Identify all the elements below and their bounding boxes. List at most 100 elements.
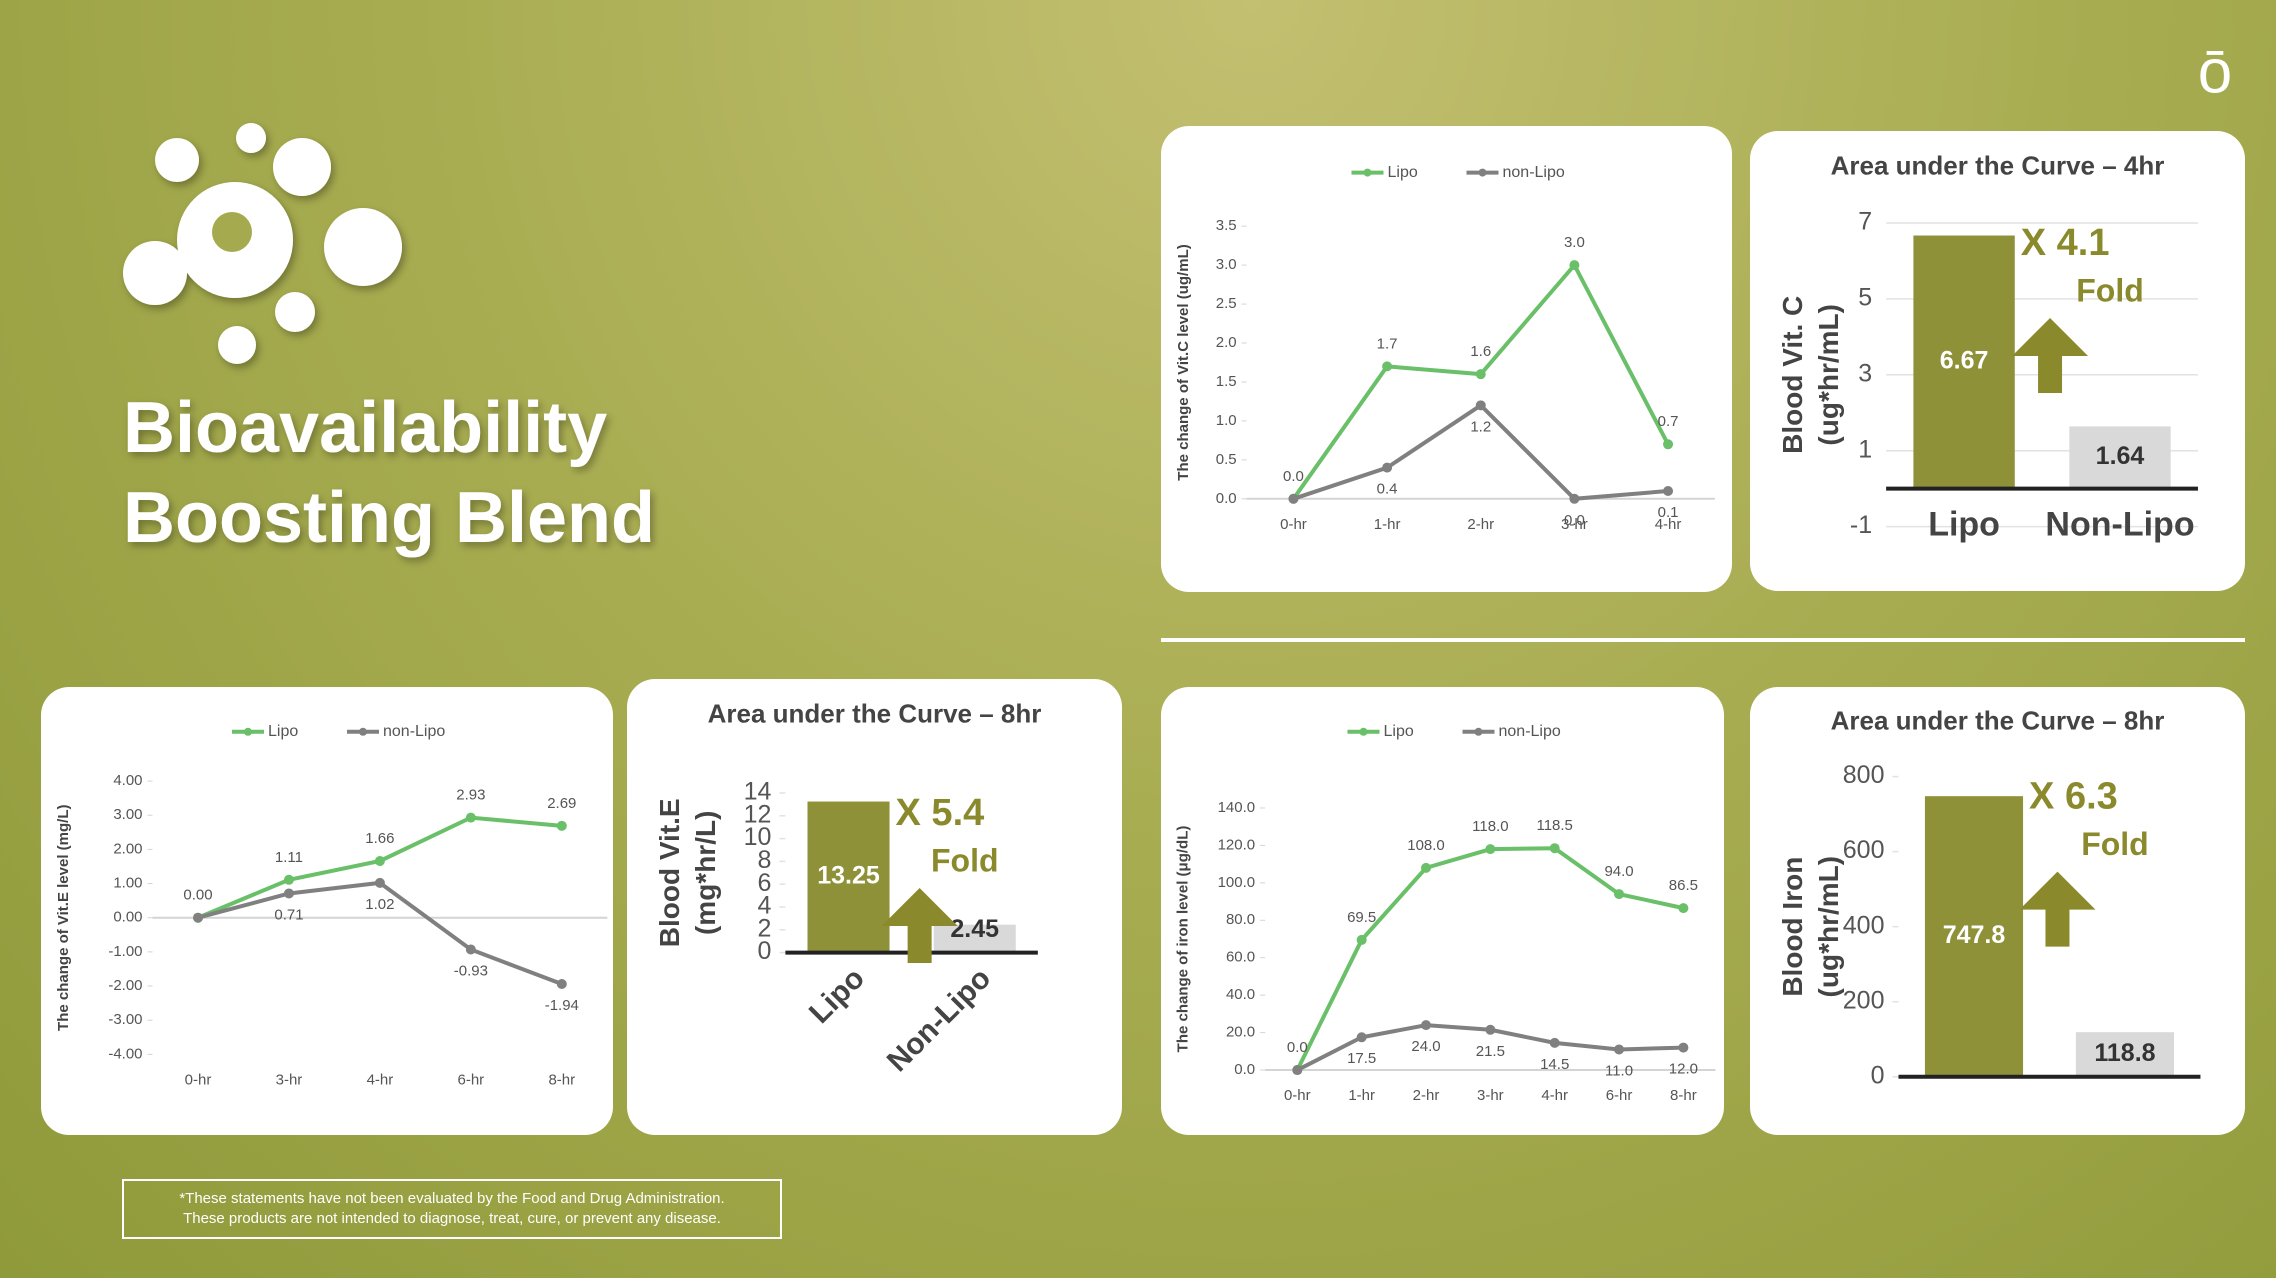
point bbox=[1663, 439, 1674, 450]
data-label: 11.0 bbox=[1605, 1062, 1633, 1079]
y-tick-label: 3 bbox=[1858, 359, 1872, 387]
y-tick-label: 12 bbox=[744, 800, 772, 828]
x-tick-label: 1-hr bbox=[1348, 1087, 1375, 1104]
y-axis-label: The change of Vit.E level (mg/L) bbox=[55, 805, 72, 1031]
y-axis-label: Blood Vit. C bbox=[1777, 296, 1808, 454]
chart-card: Area under the Curve – 8hr 0 200 400 600 800 B… bbox=[1750, 687, 2245, 1135]
y-axis-label: (ug*hr/mL) bbox=[1813, 304, 1844, 446]
data-label: 118.0 bbox=[1472, 818, 1508, 835]
point bbox=[1382, 462, 1393, 473]
point bbox=[1475, 369, 1486, 380]
bar bbox=[1913, 235, 2015, 489]
data-label: 14.5 bbox=[1540, 1056, 1569, 1073]
point bbox=[1485, 1024, 1496, 1035]
legend-marker bbox=[1359, 727, 1368, 736]
data-label: 86.5 bbox=[1669, 877, 1698, 894]
point bbox=[1421, 862, 1432, 873]
y-axis-label: The change of iron level (μg/dL) bbox=[1174, 826, 1191, 1053]
x-tick-label: 2-hr bbox=[1467, 516, 1494, 533]
point bbox=[1678, 1042, 1689, 1053]
point bbox=[465, 944, 476, 955]
data-label: 118.8 bbox=[2094, 1039, 2155, 1067]
legend-marker bbox=[1478, 168, 1487, 177]
data-label: 21.5 bbox=[1476, 1043, 1505, 1060]
chart-card: Area under the Curve – 4hr -1 1 3 5 7 Blood Vi… bbox=[1750, 131, 2245, 591]
y-tick-label: 200 bbox=[1843, 986, 1885, 1014]
legend-label: Lipo bbox=[268, 723, 298, 740]
data-label: 0.0 bbox=[1283, 468, 1304, 485]
y-tick-label: 40.0 bbox=[1226, 986, 1255, 1003]
y-tick-label: 800 bbox=[1843, 761, 1885, 789]
fold-label: Fold bbox=[2081, 826, 2149, 862]
logo-bubbles bbox=[123, 123, 402, 364]
data-label: 69.5 bbox=[1347, 909, 1376, 926]
y-tick-label: 6 bbox=[757, 869, 771, 897]
y-tick-label: -4.00 bbox=[108, 1045, 142, 1062]
point bbox=[1288, 493, 1299, 504]
point bbox=[283, 888, 294, 899]
data-label: 1.64 bbox=[2096, 442, 2145, 470]
y-tick-label: 4.00 bbox=[113, 772, 142, 789]
point bbox=[1614, 889, 1625, 900]
x-tick-label: 8-hr bbox=[1670, 1087, 1697, 1104]
x-tick-label: 4-hr bbox=[1541, 1087, 1568, 1104]
bar bbox=[2075, 1032, 2175, 1077]
data-label: -1.94 bbox=[545, 997, 579, 1014]
x-tick-label: 8-hr bbox=[548, 1071, 575, 1088]
point bbox=[1549, 843, 1560, 854]
y-tick-label: 1.00 bbox=[113, 875, 142, 892]
point bbox=[1356, 934, 1367, 945]
y-tick-label: 0.0 bbox=[1216, 490, 1237, 507]
x-tick-label: 3-hr bbox=[276, 1071, 303, 1088]
fold-label: X 5.4 bbox=[896, 792, 985, 834]
y-axis-label: (ug*hr/mL) bbox=[1813, 856, 1844, 998]
y-tick-label: 3.0 bbox=[1216, 256, 1237, 273]
y-tick-label: 600 bbox=[1843, 836, 1885, 864]
y-tick-label: 120.0 bbox=[1218, 836, 1256, 853]
point bbox=[283, 874, 294, 885]
data-label: 2.93 bbox=[456, 787, 485, 804]
data-label: 94.0 bbox=[1604, 863, 1633, 880]
y-tick-label: 100.0 bbox=[1218, 874, 1256, 891]
point bbox=[1382, 361, 1393, 372]
data-label: 1.02 bbox=[365, 896, 394, 913]
point bbox=[1569, 493, 1580, 504]
fold-arrow bbox=[2019, 871, 2096, 947]
y-tick-label: 0 bbox=[757, 937, 771, 965]
y-tick-label: 10 bbox=[744, 823, 772, 851]
y-tick-label: -2.00 bbox=[108, 977, 142, 994]
point bbox=[374, 877, 385, 888]
disclaimer: *These statements have not been evaluate… bbox=[179, 1190, 724, 1207]
x-tick-label: 6-hr bbox=[1606, 1087, 1633, 1104]
y-tick-label: 3.5 bbox=[1216, 217, 1237, 234]
data-label: 17.5 bbox=[1347, 1050, 1376, 1067]
y-tick-label: 1.5 bbox=[1216, 373, 1237, 390]
data-label: 2.69 bbox=[547, 795, 576, 812]
legend-label: non-Lipo bbox=[1499, 723, 1561, 740]
legend-label: Lipo bbox=[1384, 723, 1414, 740]
y-tick-label: 5 bbox=[1858, 284, 1872, 312]
legend-label: Lipo bbox=[1388, 164, 1418, 181]
point bbox=[556, 978, 567, 989]
legend-label: non-Lipo bbox=[1503, 164, 1565, 181]
data-label: 0.71 bbox=[274, 906, 303, 923]
point bbox=[1614, 1044, 1625, 1055]
y-tick-label: 1.0 bbox=[1216, 412, 1237, 429]
y-tick-label: 80.0 bbox=[1226, 911, 1255, 928]
y-tick-label: 8 bbox=[757, 846, 771, 874]
y-tick-label: 140.0 bbox=[1218, 799, 1256, 816]
legend-label: non-Lipo bbox=[383, 723, 445, 740]
fold-label: Fold bbox=[2076, 272, 2144, 308]
data-label: 1.11 bbox=[275, 849, 303, 866]
legend-marker bbox=[359, 727, 367, 736]
fold-arrow bbox=[881, 888, 958, 963]
x-tick-label: 4-hr bbox=[367, 1071, 394, 1088]
x-tick-label: Non-Lipo bbox=[2045, 506, 2194, 544]
data-label: 1.66 bbox=[365, 830, 394, 847]
point bbox=[1549, 1037, 1560, 1048]
y-tick-label: -1 bbox=[1850, 511, 1872, 539]
y-tick-label: 0.00 bbox=[113, 909, 142, 926]
point bbox=[1663, 486, 1674, 497]
y-tick-label: 0.0 bbox=[1234, 1061, 1255, 1078]
data-label: 0.00 bbox=[183, 887, 212, 904]
